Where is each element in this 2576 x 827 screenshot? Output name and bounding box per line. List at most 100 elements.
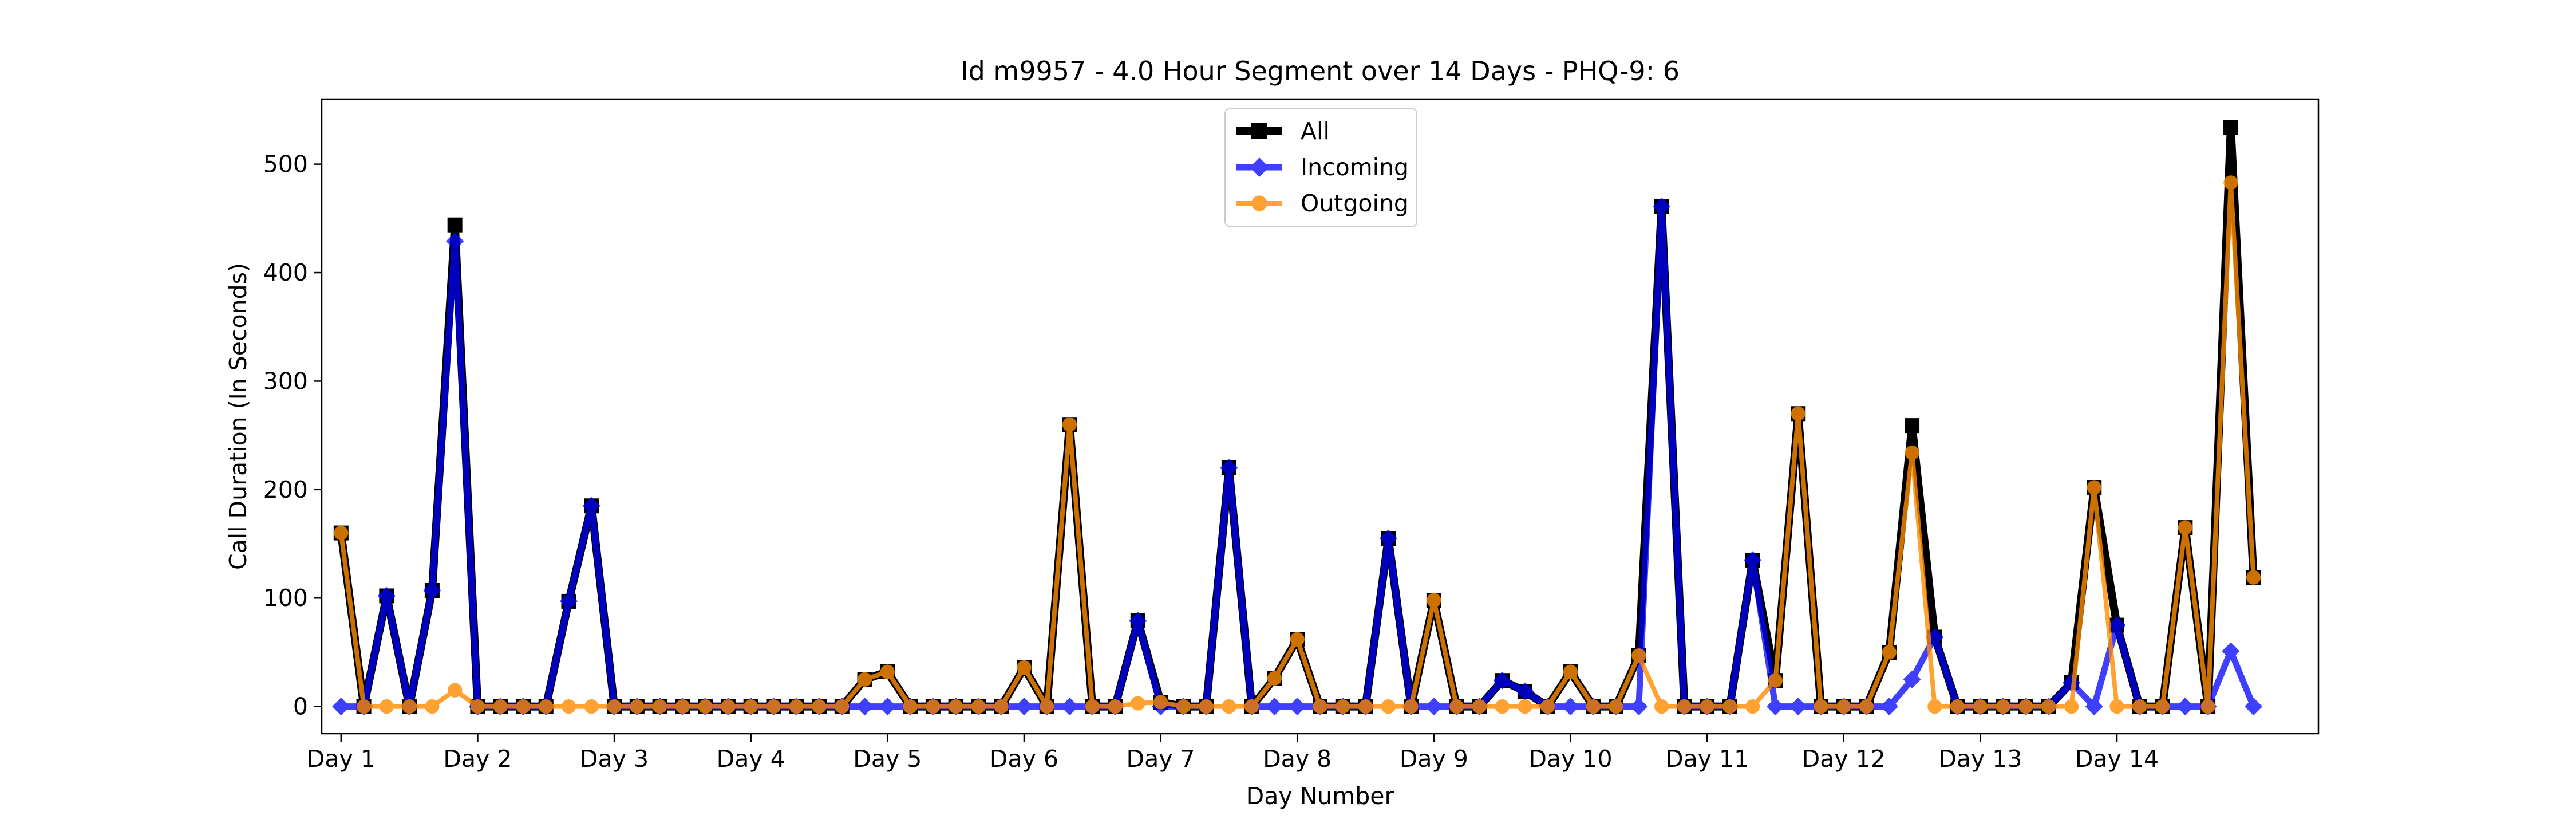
legend-entry <box>1236 157 1282 177</box>
data-point <box>1540 699 1555 714</box>
data-point <box>903 699 918 714</box>
data-point <box>1722 699 1737 714</box>
data-point <box>1630 698 1648 716</box>
data-point <box>1495 699 1510 714</box>
data-point <box>812 699 827 714</box>
data-point <box>1379 529 1397 548</box>
x-tick-label: Day 9 <box>1400 745 1468 773</box>
data-point <box>1766 698 1785 716</box>
data-point <box>584 699 599 714</box>
data-point <box>1085 699 1100 714</box>
x-tick-label: Day 11 <box>1665 745 1749 773</box>
data-point <box>766 699 781 714</box>
data-point <box>2223 175 2238 190</box>
data-point <box>1927 699 1942 714</box>
data-point <box>356 699 372 714</box>
data-point <box>1586 699 1601 714</box>
data-point <box>1518 699 1532 714</box>
x-tick-label: Day 14 <box>2075 745 2159 773</box>
data-point <box>561 699 576 714</box>
data-point <box>994 699 1009 714</box>
data-point <box>1905 418 1920 434</box>
y-tick-label: 200 <box>263 476 308 503</box>
data-point <box>1836 699 1851 714</box>
x-tick-label: Day 2 <box>443 745 512 773</box>
plot-frame <box>321 98 2320 735</box>
data-point <box>1745 699 1760 714</box>
data-point <box>744 699 758 714</box>
x-tick-label: Day 3 <box>580 745 649 773</box>
data-point <box>1882 645 1897 660</box>
data-point <box>2178 520 2192 535</box>
data-point <box>1768 673 1783 688</box>
legend-marker <box>1250 157 1269 177</box>
data-point <box>423 581 441 600</box>
data-point <box>949 699 963 714</box>
data-point <box>334 526 349 541</box>
x-tick-label: Day 1 <box>307 745 376 773</box>
data-point <box>1131 696 1145 711</box>
data-point <box>447 217 463 233</box>
data-point <box>2155 699 2170 714</box>
legend-label: Incoming <box>1301 153 1409 181</box>
data-point <box>493 699 508 714</box>
data-point <box>1265 698 1284 716</box>
y-axis-label: Call Duration (In Seconds) <box>224 263 252 570</box>
legend-label: All <box>1301 117 1330 145</box>
data-point <box>607 699 622 714</box>
x-tick-label: Day 8 <box>1263 745 1332 773</box>
data-point <box>2223 120 2238 135</box>
data-point <box>1336 699 1350 714</box>
data-point <box>539 699 554 714</box>
data-point <box>2222 642 2240 660</box>
data-point <box>1288 698 1306 716</box>
data-point <box>446 232 464 250</box>
data-point <box>1153 695 1168 710</box>
data-point <box>2176 698 2194 716</box>
data-point <box>1744 551 1762 569</box>
data-point <box>1652 197 1671 216</box>
data-point <box>2087 480 2101 495</box>
data-point <box>1561 698 1580 716</box>
data-point <box>880 664 895 679</box>
data-point <box>1449 699 1464 714</box>
data-point <box>1062 417 1077 432</box>
data-point <box>835 699 850 714</box>
data-point <box>1516 682 1534 700</box>
data-point <box>470 699 485 714</box>
data-point <box>1060 698 1079 716</box>
data-point <box>1654 699 1669 714</box>
data-point <box>379 699 394 714</box>
data-point <box>425 699 440 714</box>
data-point <box>1700 699 1714 714</box>
y-tick-label: 300 <box>263 367 308 395</box>
data-point <box>630 699 645 714</box>
data-point <box>2246 570 2261 585</box>
y-tick-label: 400 <box>263 259 308 286</box>
data-point <box>1222 699 1236 714</box>
data-point <box>1427 593 1441 608</box>
data-point <box>1017 660 1032 675</box>
data-point <box>971 699 986 714</box>
legend: All Incoming Outgoing <box>1224 108 1417 227</box>
data-point <box>377 586 396 605</box>
x-axis-label: Day Number <box>1246 782 1394 810</box>
data-point <box>2085 698 2103 716</box>
data-point <box>926 699 941 714</box>
data-point <box>1814 699 1828 714</box>
data-point <box>1905 445 1919 460</box>
data-point <box>2109 699 2124 714</box>
data-point <box>582 497 600 515</box>
data-point <box>1220 459 1238 477</box>
data-point <box>2062 674 2081 692</box>
data-point <box>1472 699 1487 714</box>
data-point <box>857 672 872 687</box>
data-point <box>1996 699 2010 714</box>
data-point <box>402 699 417 714</box>
legend-marker <box>1251 123 1267 139</box>
x-tick-label: Day 10 <box>1528 745 1612 773</box>
data-point <box>653 699 667 714</box>
data-point <box>1425 698 1443 716</box>
legend-label: Outgoing <box>1301 190 1409 217</box>
